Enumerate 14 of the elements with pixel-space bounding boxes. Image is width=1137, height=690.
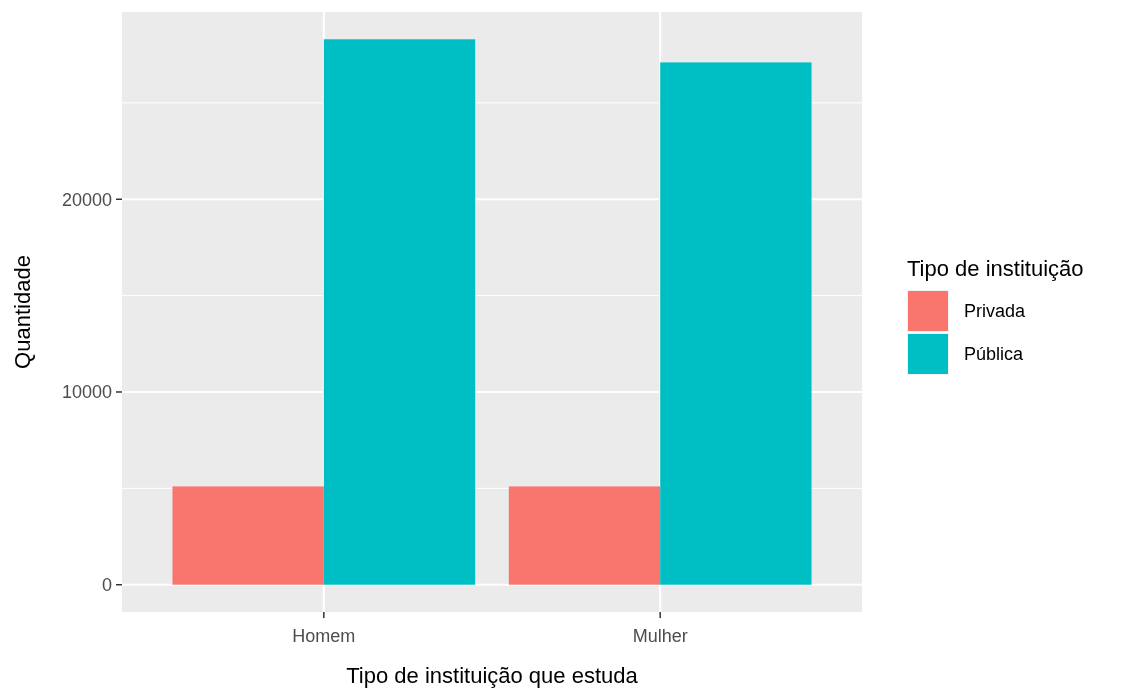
legend-label: Privada [964,301,1027,322]
y-tick-label: 0 [101,575,112,596]
bar [508,486,661,585]
legend-label: Pública [964,344,1025,365]
y-axis-title: Quantidade [10,255,35,369]
bar [660,62,812,585]
bar [323,39,476,585]
x-axis-title: Tipo de instituição que estuda [346,663,639,688]
legend-title: Tipo de instituição [907,256,1084,281]
y-tick-label: 20000 [61,189,112,210]
y-tick-label: 10000 [61,382,112,403]
x-tick-label: Mulher [632,626,688,646]
x-tick-label: Homem [292,626,356,646]
bar [172,486,324,585]
